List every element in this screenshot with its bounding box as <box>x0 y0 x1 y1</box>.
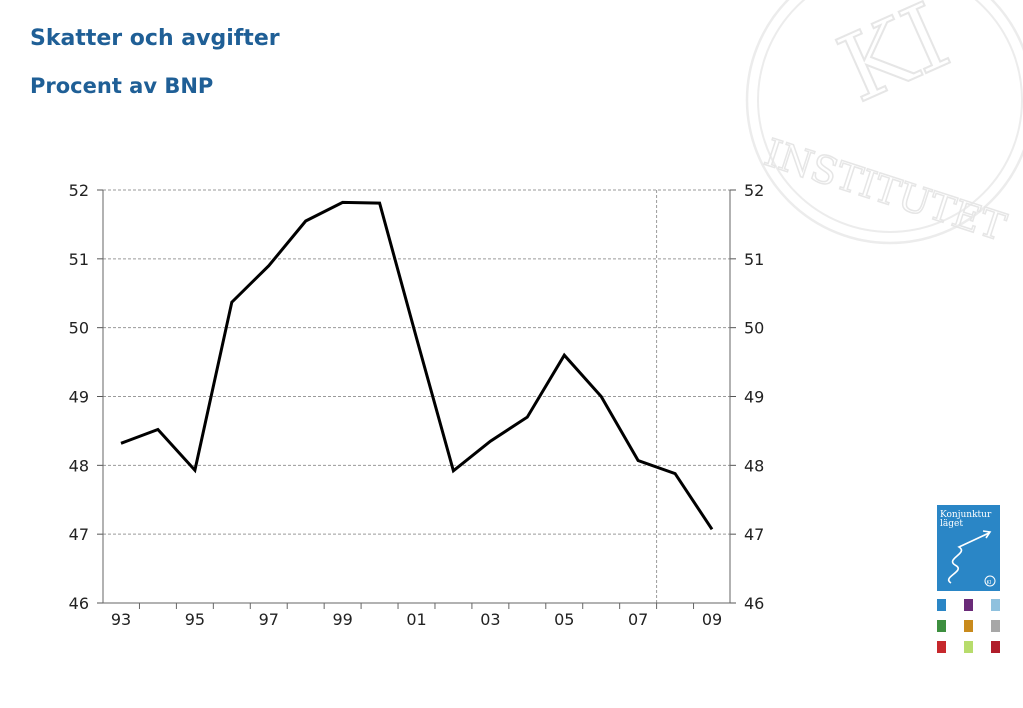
y-tick-label-right: 50 <box>744 319 764 338</box>
axes <box>97 189 736 609</box>
x-tick-label: 07 <box>628 610 648 629</box>
edition-thumbnail <box>991 599 1000 611</box>
y-tick-label-left: 48 <box>69 456 89 475</box>
edition-thumbnail <box>937 620 946 632</box>
ki-institutet-seal-icon: KI INSTITUTET <box>745 0 1023 250</box>
x-tick-label: 97 <box>259 610 279 629</box>
y-tick-label-left: 50 <box>69 319 89 338</box>
y-tick-labels-right: 46 47 48 49 50 51 52 <box>744 181 764 613</box>
edition-thumbnail <box>937 599 946 611</box>
x-tick-label: 09 <box>702 610 722 629</box>
report-edition-thumbnails-icon <box>937 599 1003 659</box>
y-tick-label-right: 48 <box>744 456 764 475</box>
x-tick-label: 99 <box>332 610 352 629</box>
x-tick-label: 03 <box>480 610 500 629</box>
y-tick-label-left: 47 <box>69 525 89 544</box>
y-tick-labels-left: 46 47 48 49 50 51 52 <box>69 181 89 613</box>
y-tick-label-right: 49 <box>744 388 764 407</box>
x-tick-labels: 93 95 97 99 01 03 05 07 09 <box>111 610 722 629</box>
y-tick-label-left: 46 <box>69 594 89 613</box>
x-tick-label: 95 <box>185 610 205 629</box>
x-tick-label: 05 <box>554 610 574 629</box>
series-line <box>120 200 714 531</box>
y-tick-label-left: 52 <box>69 181 89 200</box>
chart-title: Skatter och avgifter <box>30 26 280 51</box>
edition-thumbnail <box>964 641 973 653</box>
y-tick-label-right: 51 <box>744 250 764 269</box>
grid-lines <box>103 189 730 603</box>
chart-subtitle: Procent av BNP <box>30 74 214 98</box>
y-tick-label-right: 52 <box>744 181 764 200</box>
y-tick-label-right: 46 <box>744 594 764 613</box>
cover-title-line1: Konjunktur <box>940 510 992 520</box>
edition-thumbnail <box>991 641 1000 653</box>
series <box>120 200 714 531</box>
cover-title-line2: läget <box>940 519 963 529</box>
edition-thumbnail <box>937 641 946 653</box>
x-tick-label: 93 <box>111 610 131 629</box>
edition-thumbnail <box>991 620 1000 632</box>
edition-thumbnail <box>964 599 973 611</box>
x-tick-label: 01 <box>406 610 426 629</box>
y-tick-label-left: 51 <box>69 250 89 269</box>
y-tick-label-right: 47 <box>744 525 764 544</box>
cover-badge: KI <box>987 580 992 586</box>
konjunkturlaget-report-cover-icon: Konjunktur läget KI <box>937 505 1000 591</box>
edition-thumbnail <box>964 620 973 632</box>
y-tick-label-left: 49 <box>69 388 89 407</box>
